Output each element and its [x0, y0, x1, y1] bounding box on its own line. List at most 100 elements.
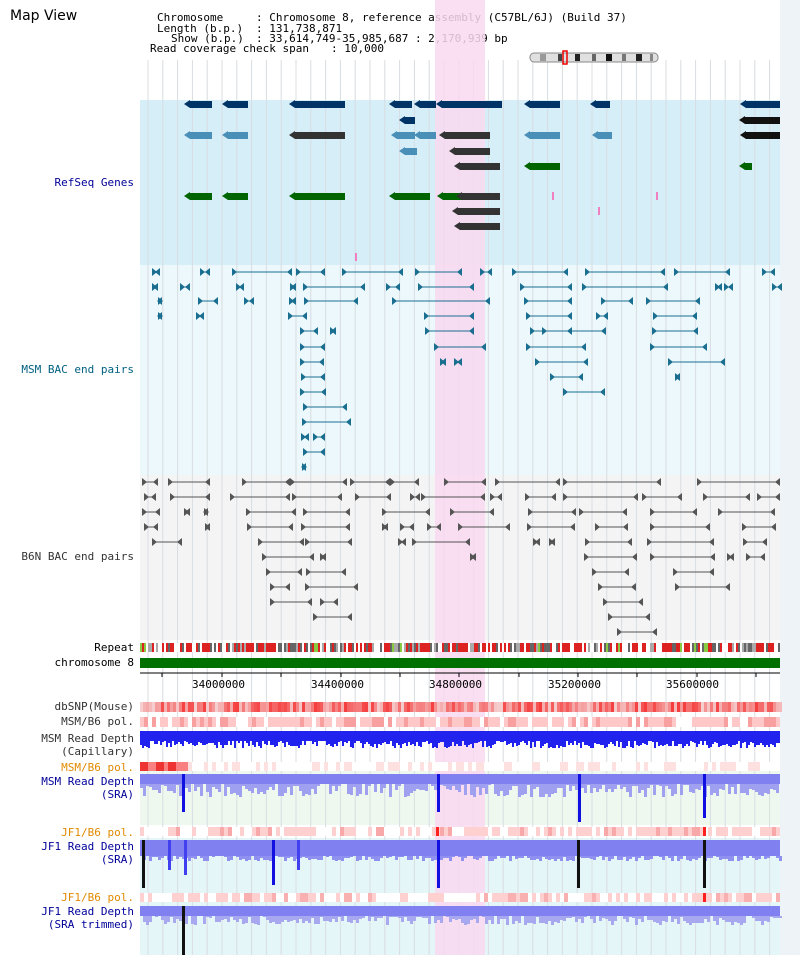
dbsnp-cell [587, 702, 590, 712]
msm-sra-depth-bar [650, 784, 653, 785]
jf1-pol-cell [680, 827, 684, 836]
msm-bac-pair-end [583, 358, 588, 366]
repeat-mark [690, 643, 692, 652]
msm-cap-depth-bar [768, 731, 770, 747]
jf1-pol2-cell [552, 893, 556, 902]
msm-bac-pair-end [725, 268, 730, 276]
msm-pol2-cell [212, 762, 216, 771]
msm-pol-cell [648, 717, 652, 727]
jf1-sra-depth-bar [533, 856, 536, 860]
msm-pol2-cell [304, 762, 308, 771]
track-label-msm-depth-cap[interactable]: MSM Read Depth [41, 732, 134, 745]
repeat-mark [222, 643, 224, 652]
track-label-jf1-depth-sra[interactable]: JF1 Read Depth [41, 840, 134, 853]
jf1-pol2-cell [332, 893, 336, 902]
msm-bac-pair-end [320, 343, 325, 351]
b6n-bac-pair-end [285, 583, 290, 591]
b6n-bac-pair-end [142, 478, 147, 486]
repeat-mark [674, 643, 676, 652]
track-label-msm-pol-2[interactable]: MSM/B6 pol. [61, 761, 134, 774]
msm-sra-depth-bar [215, 784, 218, 789]
msm-pol2-cell [416, 762, 420, 771]
jf1-trim-depth-base [140, 906, 780, 916]
b6n-bac-pair-end [144, 493, 149, 501]
msm-bac-pair-end [320, 373, 325, 381]
msm-pol-cell [344, 717, 348, 727]
refseq-gene-arrow [456, 192, 462, 200]
repeat-mark [188, 643, 190, 652]
track-label-b6n-bac[interactable]: B6N BAC end pairs [21, 550, 134, 563]
b6n-bac-pair-end [497, 493, 502, 501]
repeat-mark [386, 643, 388, 652]
msm-cap-depth-bar [218, 731, 220, 742]
track-label-repeat[interactable]: Repeat [94, 641, 134, 654]
repeat-mark [298, 643, 300, 652]
refseq-gene [460, 223, 500, 230]
jf1-pol-cell [604, 827, 608, 836]
msm-bac-pair-end [524, 297, 529, 305]
refseq-gene [228, 132, 248, 139]
track-label-jf1-pol-1[interactable]: JF1/B6 pol. [61, 826, 134, 839]
track-label-refseq[interactable]: RefSeq Genes [54, 176, 134, 189]
track-label-jf1-depth-trim[interactable]: JF1 Read Depth [41, 905, 134, 918]
b6n-bac-pair-end [762, 538, 767, 546]
msm-sra-depth-bar [155, 784, 158, 790]
jf1-pol-cell [416, 827, 420, 836]
msm-cap-depth-bar [600, 731, 602, 745]
msm-bac-pair-end [603, 312, 608, 320]
jf1-pol2-cell [428, 893, 432, 902]
msm-sra-depth-spike [437, 774, 440, 812]
msm-pol2-cell [680, 762, 684, 771]
track-label-msm-depth-sra[interactable]: MSM Read Depth [41, 775, 134, 788]
repeat-mark [664, 643, 666, 652]
repeat-mark [208, 643, 210, 652]
jf1-pol-cell [548, 827, 552, 836]
jf1-sra-depth-spike [577, 840, 580, 888]
jf1-pol-cell [616, 827, 620, 836]
msm-bac-pair-end [653, 312, 658, 320]
msm-sra-depth-bar [239, 784, 242, 797]
track-label-msm-pol-1[interactable]: MSM/B6 pol. [61, 715, 134, 728]
dbsnp-cell [173, 702, 176, 712]
track-label-msm-bac[interactable]: MSM BAC end pairs [21, 363, 134, 376]
msm-pol-cell [728, 717, 732, 727]
jf1-trim-depth-bar [155, 916, 158, 917]
b6n-bac-pair-end [230, 493, 235, 501]
refseq-gene-arrow [391, 131, 397, 139]
msm-cap-depth-bar [302, 731, 304, 741]
msm-cap-depth-bar [668, 731, 670, 746]
jf1-pol-cell [744, 827, 748, 836]
repeat-mark [696, 643, 698, 652]
jf1-pol2-cell [148, 893, 152, 902]
msm-cap-depth-bar [298, 731, 300, 748]
jf1-sra-depth-bar [584, 856, 587, 858]
dbsnp-cell [230, 702, 233, 712]
jf1-trim-depth-bar [605, 916, 608, 919]
jf1-trim-depth-bar [185, 916, 188, 924]
msm-cap-depth-bar [710, 731, 712, 747]
repeat-mark [262, 643, 264, 652]
jf1-trim-depth-bar [632, 916, 635, 918]
repeat-mark [490, 643, 492, 652]
msm-pol-cell [400, 717, 404, 727]
jf1-pol-cell [576, 827, 580, 836]
msm-sra-depth-bar [350, 784, 353, 795]
track-label-jf1-pol-2[interactable]: JF1/B6 pol. [61, 891, 134, 904]
msm-sra-depth-bar [380, 784, 383, 793]
msm-bac-pair-end [563, 268, 568, 276]
repeat-mark [310, 643, 312, 652]
msm-pol-cell [316, 717, 320, 727]
msm-sra-depth-bar [722, 784, 725, 790]
repeat-mark [356, 643, 358, 652]
msm-cap-depth-bar [178, 731, 180, 742]
jf1-pol-cell [164, 827, 168, 836]
msm-sra-depth-bar [266, 784, 269, 790]
track-label-dbsnp[interactable]: dbSNP(Mouse) [54, 700, 134, 713]
b6n-bac-pair-end [703, 493, 708, 501]
msm-pol-cell [228, 717, 232, 727]
msm-pol-cell [236, 717, 240, 727]
msm-bac-pair-end [567, 312, 572, 320]
repeat-mark [530, 643, 532, 652]
jf1-pol-cell [176, 827, 180, 836]
